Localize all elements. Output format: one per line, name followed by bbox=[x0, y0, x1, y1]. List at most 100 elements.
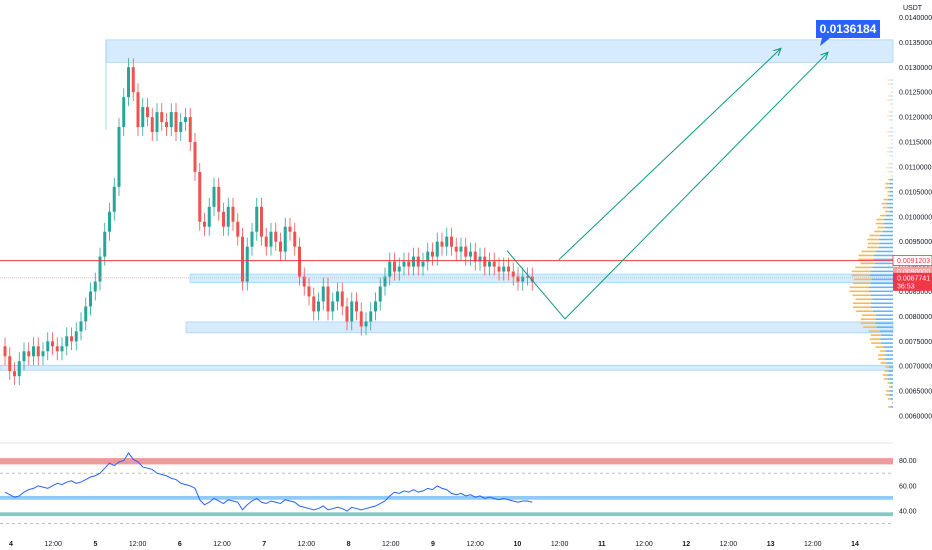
projection-arrow-2[interactable] bbox=[506, 51, 829, 320]
candle-body[interactable] bbox=[516, 276, 520, 282]
candle-body[interactable] bbox=[488, 261, 491, 267]
candles[interactable] bbox=[3, 58, 534, 386]
candle-body[interactable] bbox=[478, 256, 482, 262]
zone-rect[interactable] bbox=[189, 273, 894, 283]
candle-body[interactable] bbox=[136, 92, 140, 128]
candle-body[interactable] bbox=[198, 171, 202, 222]
candle-body[interactable] bbox=[407, 261, 411, 267]
candle-body[interactable] bbox=[331, 301, 335, 312]
candle-body[interactable] bbox=[350, 301, 354, 322]
candle-body[interactable] bbox=[112, 186, 116, 212]
time-axis[interactable]: 4 12:00 5 12:00 6 12:00 7 12:00 8 12:00 9 12:00 10 12… bbox=[9, 541, 859, 548]
candle-body[interactable] bbox=[3, 346, 7, 357]
candle-body[interactable] bbox=[70, 336, 73, 342]
zone-rect[interactable] bbox=[185, 321, 894, 334]
candle-body[interactable] bbox=[17, 361, 21, 377]
candle-body[interactable] bbox=[193, 142, 197, 172]
candle-body[interactable] bbox=[492, 261, 496, 267]
candle-body[interactable] bbox=[131, 67, 135, 93]
candle-body[interactable] bbox=[103, 231, 107, 257]
candle-body[interactable] bbox=[450, 236, 453, 247]
candle-body[interactable] bbox=[530, 276, 534, 282]
candle-body[interactable] bbox=[51, 341, 54, 347]
candle-body[interactable] bbox=[469, 251, 472, 257]
candle-body[interactable] bbox=[22, 351, 26, 362]
candle-body[interactable] bbox=[454, 246, 458, 252]
candle-body[interactable] bbox=[236, 221, 240, 237]
candle-body[interactable] bbox=[473, 251, 477, 262]
candle-body[interactable] bbox=[203, 221, 206, 227]
candle-body[interactable] bbox=[483, 256, 487, 267]
zone-rect[interactable] bbox=[105, 39, 894, 63]
candle-body[interactable] bbox=[279, 241, 282, 252]
candle-body[interactable] bbox=[274, 231, 278, 242]
candle-body[interactable] bbox=[445, 236, 449, 247]
candle-body[interactable] bbox=[55, 346, 59, 352]
candle-body[interactable] bbox=[184, 117, 187, 123]
candle-body[interactable] bbox=[141, 107, 145, 128]
candle-body[interactable] bbox=[426, 251, 430, 262]
candle-body[interactable] bbox=[293, 231, 297, 247]
candle-body[interactable] bbox=[397, 266, 401, 272]
candle-body[interactable] bbox=[416, 256, 420, 267]
candle-body[interactable] bbox=[369, 311, 373, 322]
candle-body[interactable] bbox=[283, 226, 287, 252]
candle-body[interactable] bbox=[36, 346, 40, 357]
candle-body[interactable] bbox=[250, 231, 254, 247]
candle-body[interactable] bbox=[364, 321, 368, 327]
candle-body[interactable] bbox=[32, 346, 35, 357]
candle-body[interactable] bbox=[146, 107, 149, 118]
candle-body[interactable] bbox=[226, 206, 230, 227]
candle-body[interactable] bbox=[435, 241, 439, 257]
candle-body[interactable] bbox=[421, 261, 425, 267]
candle-body[interactable] bbox=[412, 256, 415, 267]
candle-body[interactable] bbox=[440, 241, 444, 247]
candle-body[interactable] bbox=[60, 346, 64, 352]
candle-body[interactable] bbox=[298, 246, 301, 277]
candle-body[interactable] bbox=[431, 251, 434, 257]
candle-body[interactable] bbox=[402, 261, 406, 267]
candle-body[interactable] bbox=[93, 281, 97, 292]
candle-body[interactable] bbox=[179, 122, 183, 133]
candle-body[interactable] bbox=[150, 117, 154, 133]
candle-body[interactable] bbox=[79, 321, 83, 332]
candle-body[interactable] bbox=[65, 336, 69, 347]
candle-body[interactable] bbox=[217, 186, 221, 212]
candle-body[interactable] bbox=[393, 261, 396, 272]
rsi-pane[interactable] bbox=[0, 452, 893, 524]
candle-body[interactable] bbox=[302, 276, 306, 287]
candle-body[interactable] bbox=[388, 261, 392, 277]
candle-body[interactable] bbox=[84, 306, 88, 322]
candle-body[interactable] bbox=[89, 291, 92, 307]
candle-body[interactable] bbox=[165, 122, 168, 128]
candle-body[interactable] bbox=[255, 206, 259, 232]
zone-rect[interactable] bbox=[0, 364, 894, 371]
candle-body[interactable] bbox=[355, 301, 358, 312]
candle-body[interactable] bbox=[383, 276, 387, 287]
candle-body[interactable] bbox=[8, 356, 12, 372]
price-axis[interactable]: 0.0140000 0.0135000 0.0130000 0.0125000 0.01… bbox=[0, 15, 932, 444]
candle-body[interactable] bbox=[155, 112, 159, 133]
candle-body[interactable] bbox=[13, 371, 16, 377]
candle-body[interactable] bbox=[374, 301, 377, 312]
candle-body[interactable] bbox=[459, 246, 463, 252]
candle-body[interactable] bbox=[312, 296, 316, 312]
candle-body[interactable] bbox=[169, 112, 173, 128]
candle-body[interactable] bbox=[317, 301, 320, 312]
candle-body[interactable] bbox=[326, 286, 330, 312]
candle-body[interactable] bbox=[359, 311, 363, 327]
candle-body[interactable] bbox=[212, 186, 216, 207]
candle-body[interactable] bbox=[98, 256, 102, 282]
candle-body[interactable] bbox=[127, 67, 130, 98]
candle-body[interactable] bbox=[502, 266, 506, 272]
projection-arrow-1[interactable] bbox=[558, 47, 782, 260]
candle-body[interactable] bbox=[307, 286, 311, 297]
candle-body[interactable] bbox=[345, 306, 349, 322]
candle-body[interactable] bbox=[511, 271, 515, 277]
candle-body[interactable] bbox=[264, 236, 268, 247]
projection-arrows[interactable] bbox=[506, 47, 829, 320]
candle-body[interactable] bbox=[464, 246, 468, 257]
candle-body[interactable] bbox=[174, 112, 178, 133]
candle-body[interactable] bbox=[321, 286, 325, 302]
